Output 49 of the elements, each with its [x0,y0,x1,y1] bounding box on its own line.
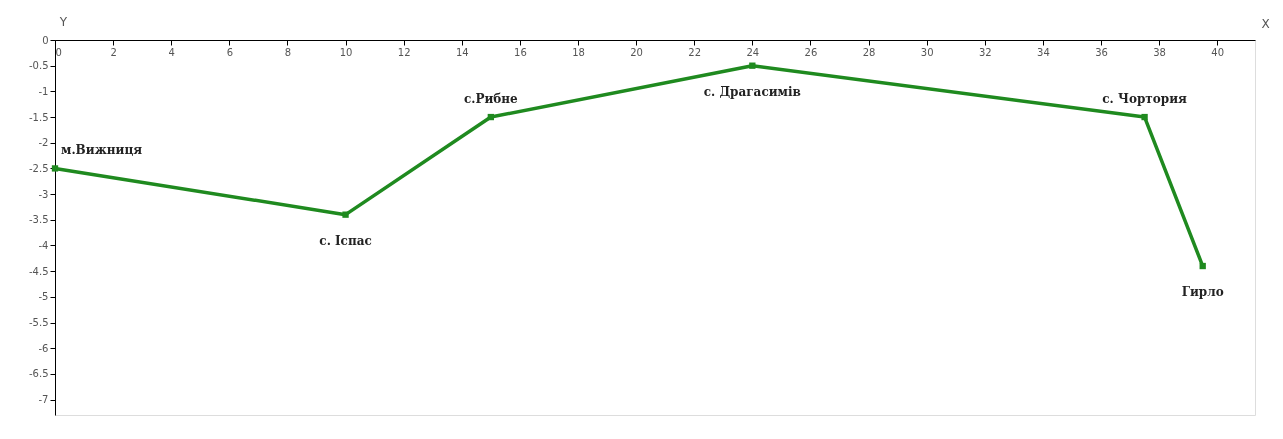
y-tick-label: -1.5 [28,111,49,123]
x-tick-label: 2 [110,46,117,58]
y-tick-label: 0 [42,34,49,46]
y-tick-label: -2 [38,137,49,149]
annotation: с. Іспас [319,233,372,248]
x-tick-label: 28 [862,46,876,58]
x-tick-label: 30 [920,46,934,58]
annotation: с. Чортория [1102,92,1188,107]
y-tick-label: -5 [38,291,49,303]
y-tick-label: -4 [38,239,49,251]
x-tick-label: 0 [55,46,62,58]
x-tick-label: 20 [630,46,643,58]
x-tick-label: 10 [339,46,353,58]
point [487,113,494,121]
x-axis-title: X [1261,16,1270,31]
x-tick-label: 8 [284,46,292,58]
y-tick-label: -6 [38,342,49,354]
x-tick-label: 26 [804,46,818,58]
x-tick-label: 6 [226,46,234,58]
annotation: Гирло [1181,285,1224,300]
y-tick-label: -3.5 [28,214,49,226]
x-tick-label: 22 [688,46,702,58]
x-tick-label: 34 [1037,46,1050,58]
x-tick-label: 4 [168,46,175,58]
point [342,211,349,218]
x-tick-label: 24 [746,46,760,58]
y-tick-label: -5.5 [28,317,49,329]
y-tick-label: -6.5 [28,368,49,380]
annotation: с.Рибне [463,92,519,107]
y-tick-label: -2.5 [28,162,49,174]
y-tick-label: -1 [38,85,49,97]
x-tick-label: 16 [514,46,527,58]
x-tick-label: 14 [455,46,469,58]
y-tick-label: -3 [38,188,49,200]
point [749,62,756,69]
annotation: м.Вижниця [61,143,143,158]
x-tick-label: 36 [1095,46,1108,58]
y-tick-label: -0.5 [28,60,49,72]
x-tick-label: 40 [1211,46,1225,58]
x-tick-label: 32 [978,46,992,58]
x-tick-label: 12 [397,46,411,58]
y-axis-title: Y [58,14,68,29]
point [1199,262,1206,270]
point [1141,113,1148,121]
x-tick-label: 18 [572,46,585,58]
annotation: с. Драгасимів [703,84,801,99]
y-tick-label: -7 [38,394,49,406]
y-tick-label: -4.5 [28,265,49,277]
x-tick-label: 38 [1153,46,1166,58]
